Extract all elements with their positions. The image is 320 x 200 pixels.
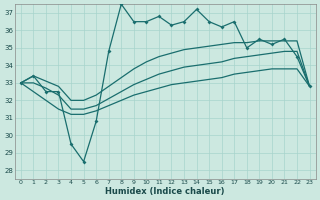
X-axis label: Humidex (Indice chaleur): Humidex (Indice chaleur)	[106, 187, 225, 196]
